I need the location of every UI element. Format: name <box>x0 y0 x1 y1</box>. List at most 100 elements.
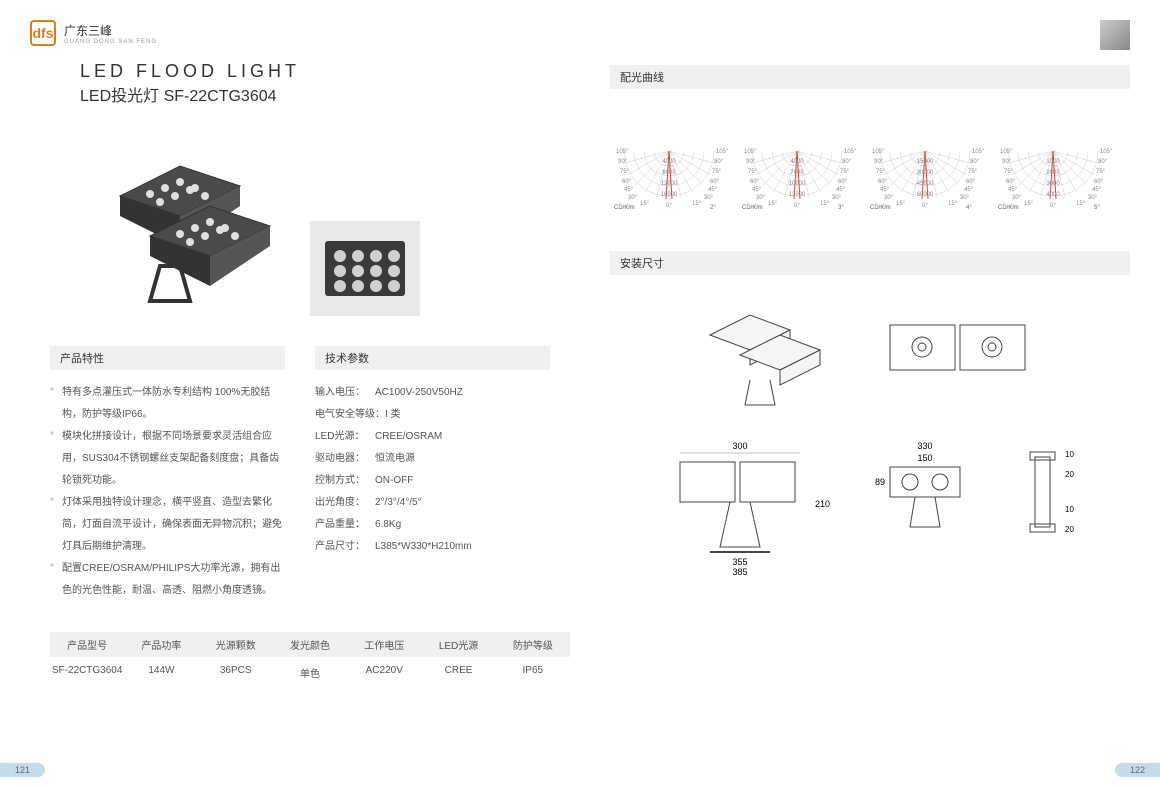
table-header-cell: 防护等级 <box>496 637 570 652</box>
svg-text:385: 385 <box>732 567 747 577</box>
brand-name: 广东三峰 <box>64 22 157 39</box>
svg-text:90°: 90° <box>842 159 852 165</box>
brand-sub: GUANG DONG SAN FENG <box>64 39 157 45</box>
table-header-cell: 产品型号 <box>50 637 124 652</box>
svg-text:CD/Klm: CD/Klm <box>870 205 891 211</box>
table-header-cell: LED光源 <box>421 637 495 652</box>
svg-text:75°: 75° <box>748 169 758 175</box>
svg-text:90°: 90° <box>714 159 724 165</box>
feature-item: 特有多点灌压式一体防水专利结构 100%无胶结构，防护等级IP66。 <box>50 382 285 426</box>
svg-text:10: 10 <box>1065 450 1074 459</box>
polar-chart: 105°105° 90°90° 75°75° 60°60° 45°45° 30°… <box>610 101 728 211</box>
svg-text:75°: 75° <box>1096 169 1106 175</box>
svg-text:90°: 90° <box>970 159 980 165</box>
svg-text:45°: 45° <box>624 187 634 193</box>
dimension-drawings: 300 210 355 385 330 150 <box>610 295 1130 579</box>
svg-text:0°: 0° <box>1050 203 1056 209</box>
spec-row: 输入电压：AC100V-250V50HZ <box>315 382 550 404</box>
spec-list: 输入电压：AC100V-250V50HZ电气安全等级：I 类LED光源：CREE… <box>315 382 550 558</box>
page-number-right: 122 <box>1115 763 1160 777</box>
logo-icon: dfs <box>30 20 56 46</box>
svg-text:4000: 4000 <box>1046 192 1060 198</box>
product-image-main <box>80 136 280 316</box>
table-header-cell: 发光颜色 <box>273 637 347 652</box>
svg-text:30°: 30° <box>960 195 970 201</box>
svg-text:105°: 105° <box>616 149 629 155</box>
svg-text:90°: 90° <box>618 159 628 165</box>
svg-text:10000: 10000 <box>789 181 806 187</box>
svg-text:15000: 15000 <box>917 159 934 165</box>
svg-text:75°: 75° <box>876 169 886 175</box>
svg-text:210: 210 <box>815 499 830 509</box>
table-header-cell: 工作电压 <box>347 637 421 652</box>
svg-text:300: 300 <box>732 441 747 451</box>
svg-text:0°: 0° <box>666 203 672 209</box>
table-cell: 36PCS <box>199 665 273 680</box>
table-cell: CREE <box>421 665 495 680</box>
svg-text:150: 150 <box>917 453 932 463</box>
svg-text:CD/Klm: CD/Klm <box>998 205 1019 211</box>
table-header-cell: 产品功率 <box>124 637 198 652</box>
specs-header: 技术参数 <box>315 346 550 370</box>
table-cell: IP65 <box>496 665 570 680</box>
spec-row: 控制方式：ON-OFF <box>315 470 550 492</box>
svg-text:330: 330 <box>917 441 932 451</box>
svg-text:5°: 5° <box>1094 205 1100 211</box>
page-number-left: 121 <box>0 763 45 777</box>
spec-row: 产品尺寸：L385*W330*H210mm <box>315 536 550 558</box>
svg-text:3°: 3° <box>838 205 844 211</box>
svg-text:90°: 90° <box>874 159 884 165</box>
title-chinese: LED投光灯 SF-22CTG3604 <box>80 82 550 106</box>
table-cell: AC220V <box>347 665 421 680</box>
title-english: LED FLOOD LIGHT <box>80 61 550 82</box>
svg-text:15°: 15° <box>692 201 702 207</box>
svg-text:105°: 105° <box>1000 149 1013 155</box>
svg-text:15°: 15° <box>948 201 958 207</box>
svg-text:60000: 60000 <box>917 192 934 198</box>
svg-text:10: 10 <box>1065 505 1074 514</box>
polar-chart: 105°105° 90°90° 75°75° 60°60° 45°45° 30°… <box>994 101 1112 211</box>
feature-item: 模块化拼接设计，根据不同场景要求灵活组合应用，SUS304不锈钢螺丝支架配备刻度… <box>50 426 285 492</box>
spec-row: 产品重量：6.8Kg <box>315 514 550 536</box>
svg-text:45°: 45° <box>752 187 762 193</box>
dim-top <box>870 295 1050 417</box>
svg-text:30°: 30° <box>884 195 894 201</box>
svg-text:45°: 45° <box>1008 187 1018 193</box>
svg-text:12000: 12000 <box>661 181 678 187</box>
svg-text:1000: 1000 <box>1046 159 1060 165</box>
svg-text:30000: 30000 <box>917 170 934 176</box>
svg-text:60°: 60° <box>1006 179 1016 185</box>
svg-text:75°: 75° <box>840 169 850 175</box>
features-header: 产品特性 <box>50 346 285 370</box>
svg-text:30°: 30° <box>756 195 766 201</box>
svg-text:60°: 60° <box>966 179 976 185</box>
spec-row: 驱动电器：恒流电源 <box>315 448 550 470</box>
svg-text:60°: 60° <box>878 179 888 185</box>
svg-text:60°: 60° <box>838 179 848 185</box>
svg-text:45°: 45° <box>964 187 974 193</box>
polar-chart: 105°105° 90°90° 75°75° 60°60° 45°45° 30°… <box>738 101 856 211</box>
svg-text:45°: 45° <box>708 187 718 193</box>
svg-text:0°: 0° <box>794 203 800 209</box>
svg-text:75°: 75° <box>1004 169 1014 175</box>
svg-text:45°: 45° <box>880 187 890 193</box>
spec-row: 出光角度：2°/3°/4°/5° <box>315 492 550 514</box>
svg-text:30°: 30° <box>704 195 714 201</box>
svg-text:45°: 45° <box>1092 187 1102 193</box>
svg-text:105°: 105° <box>844 149 856 155</box>
svg-text:15°: 15° <box>820 201 830 207</box>
svg-text:75°: 75° <box>968 169 978 175</box>
svg-text:8000: 8000 <box>662 170 676 176</box>
svg-text:75°: 75° <box>712 169 722 175</box>
spec-row: LED光源：CREE/OSRAM <box>315 426 550 448</box>
svg-text:30°: 30° <box>1012 195 1022 201</box>
feature-list: 特有多点灌压式一体防水专利结构 100%无胶结构，防护等级IP66。 模块化拼接… <box>50 382 285 602</box>
corner-decoration-icon <box>1100 20 1130 50</box>
dim-bracket: 10 20 10 20 <box>1020 437 1090 579</box>
svg-text:30°: 30° <box>628 195 638 201</box>
svg-text:3000: 3000 <box>1046 181 1060 187</box>
product-image-row <box>80 126 550 316</box>
svg-text:4000: 4000 <box>790 159 804 165</box>
svg-text:16000: 16000 <box>661 192 678 198</box>
brand-header: dfs 广东三峰 GUANG DONG SAN FENG <box>30 20 550 46</box>
